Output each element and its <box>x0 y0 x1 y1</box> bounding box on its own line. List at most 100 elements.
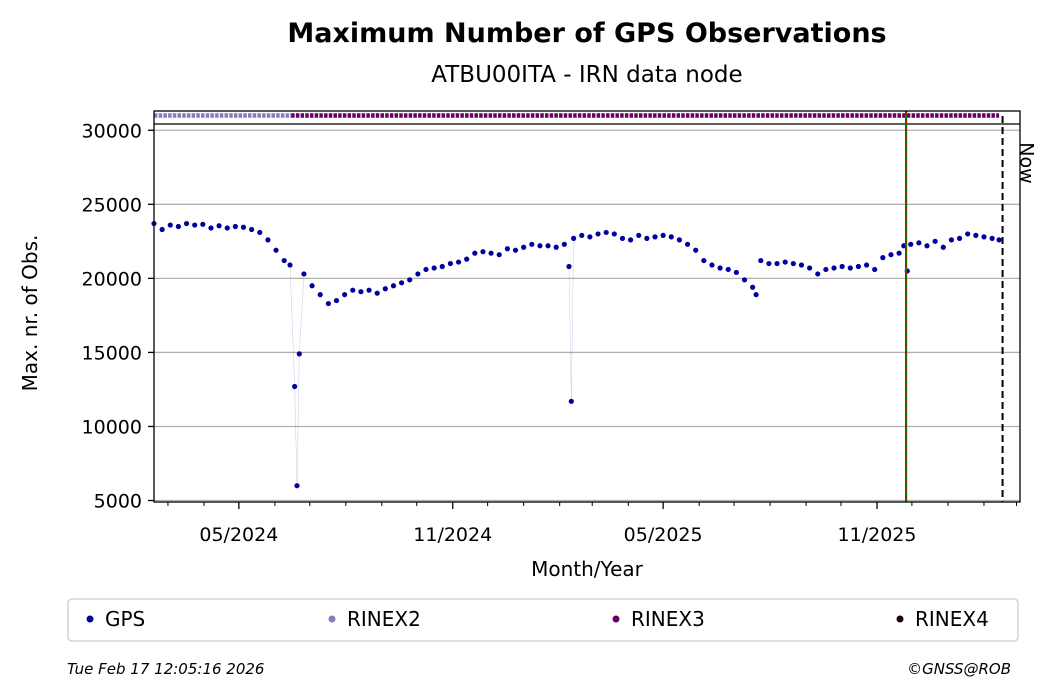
gps-point <box>627 237 634 243</box>
gps-point <box>273 247 279 253</box>
gps-point <box>382 286 388 292</box>
gps-point <box>423 266 429 273</box>
y-tick-label: 5000 <box>94 491 142 513</box>
footer-timestamp: Tue Feb 17 12:05:16 2026 <box>67 660 264 678</box>
gps-point <box>224 225 230 231</box>
gps-point <box>701 257 707 264</box>
gps-point <box>839 263 845 270</box>
gps-point <box>232 223 238 230</box>
gps-point <box>888 252 894 258</box>
gps-point <box>159 226 165 233</box>
connector-line <box>299 273 305 354</box>
legend-box <box>67 598 1019 642</box>
gps-point <box>733 269 739 276</box>
gps-point <box>831 265 837 271</box>
gps-point <box>798 262 805 268</box>
gps-point <box>668 234 674 240</box>
gps-point <box>398 280 405 286</box>
gps-point <box>529 241 535 247</box>
gps-point <box>636 232 642 239</box>
gps-point <box>741 277 748 283</box>
gps-point <box>815 271 821 277</box>
gps-point <box>512 247 519 253</box>
legend-marker <box>328 615 336 623</box>
gps-point <box>390 283 397 289</box>
gps-point <box>924 243 930 249</box>
gps-point <box>880 255 886 261</box>
gps-point <box>216 223 222 229</box>
gps-point <box>908 241 914 247</box>
gps-point <box>916 240 922 246</box>
gps-point <box>496 252 502 258</box>
y-tick-label: 20000 <box>82 268 142 290</box>
gps-point <box>296 351 302 357</box>
legend-marker <box>86 615 94 623</box>
gps-point <box>693 247 699 253</box>
gps-point <box>537 243 543 249</box>
gps-point <box>374 290 380 296</box>
gps-point <box>521 244 527 250</box>
gps-point <box>350 287 356 293</box>
gps-point <box>996 237 1002 243</box>
gps-point <box>325 300 331 307</box>
gps-point <box>823 266 829 273</box>
legend: GPS RINEX2 RINEX3 RINEX4 <box>86 607 989 631</box>
gps-point <box>774 260 780 267</box>
gps-point <box>294 483 300 489</box>
gps-point <box>200 221 206 227</box>
gps-point <box>281 257 287 264</box>
gps-point <box>175 223 182 230</box>
gps-point <box>183 220 190 227</box>
gps-point <box>488 250 494 256</box>
legend-label: RINEX2 <box>347 607 421 631</box>
gps-point <box>948 237 955 243</box>
gps-point <box>644 235 650 241</box>
gps-points <box>151 220 1002 489</box>
chart-title: Maximum Number of GPS Observations <box>287 18 886 49</box>
x-axis-ticks: 05/2024 11/2024 05/2025 11/2025 <box>167 502 1018 546</box>
gps-point <box>566 263 572 270</box>
connector-line <box>568 266 572 402</box>
gps-point <box>358 289 364 295</box>
gps-point <box>579 232 585 239</box>
gridlines <box>154 129 1020 502</box>
gps-point <box>472 250 478 256</box>
connector-line <box>294 386 298 486</box>
gps-point <box>940 244 946 250</box>
plot-frame <box>153 110 1021 503</box>
gps-point <box>287 262 293 268</box>
gps-point <box>333 297 340 304</box>
now-label: Now <box>1016 142 1038 183</box>
gps-point <box>240 224 247 230</box>
gps-point <box>447 260 454 267</box>
footer-credit: ©GNSS@ROB <box>907 660 1011 678</box>
gps-point <box>257 229 263 236</box>
y-axis-ticks: 5000 10000 15000 20000 25000 30000 <box>82 120 154 513</box>
gps-point <box>652 234 658 240</box>
gps-point <box>989 235 995 241</box>
gps-point <box>249 226 255 233</box>
gps-point <box>896 250 902 256</box>
gps-point <box>309 283 315 289</box>
gps-point <box>568 398 574 404</box>
legend-marker <box>896 615 904 623</box>
x-tick-label: 05/2025 <box>624 524 703 546</box>
gps-point <box>587 234 593 240</box>
gps-point <box>684 241 691 247</box>
x-axis-label: Month/Year <box>531 557 644 581</box>
gps-point <box>807 265 813 271</box>
legend-label: RINEX4 <box>915 607 989 631</box>
gps-point <box>342 292 348 298</box>
y-tick-label: 10000 <box>82 416 142 438</box>
y-axis-label: Max. nr. of Obs. <box>18 235 42 392</box>
gps-point <box>782 259 788 265</box>
gps-point <box>301 271 307 277</box>
gps-point <box>790 260 796 267</box>
gps-point <box>847 265 853 271</box>
gps-point <box>561 241 567 247</box>
chart-subtitle: ATBU00ITA - IRN data node <box>431 62 742 88</box>
gps-point <box>366 287 372 293</box>
gps-point <box>265 237 271 243</box>
gps-point <box>595 231 601 237</box>
